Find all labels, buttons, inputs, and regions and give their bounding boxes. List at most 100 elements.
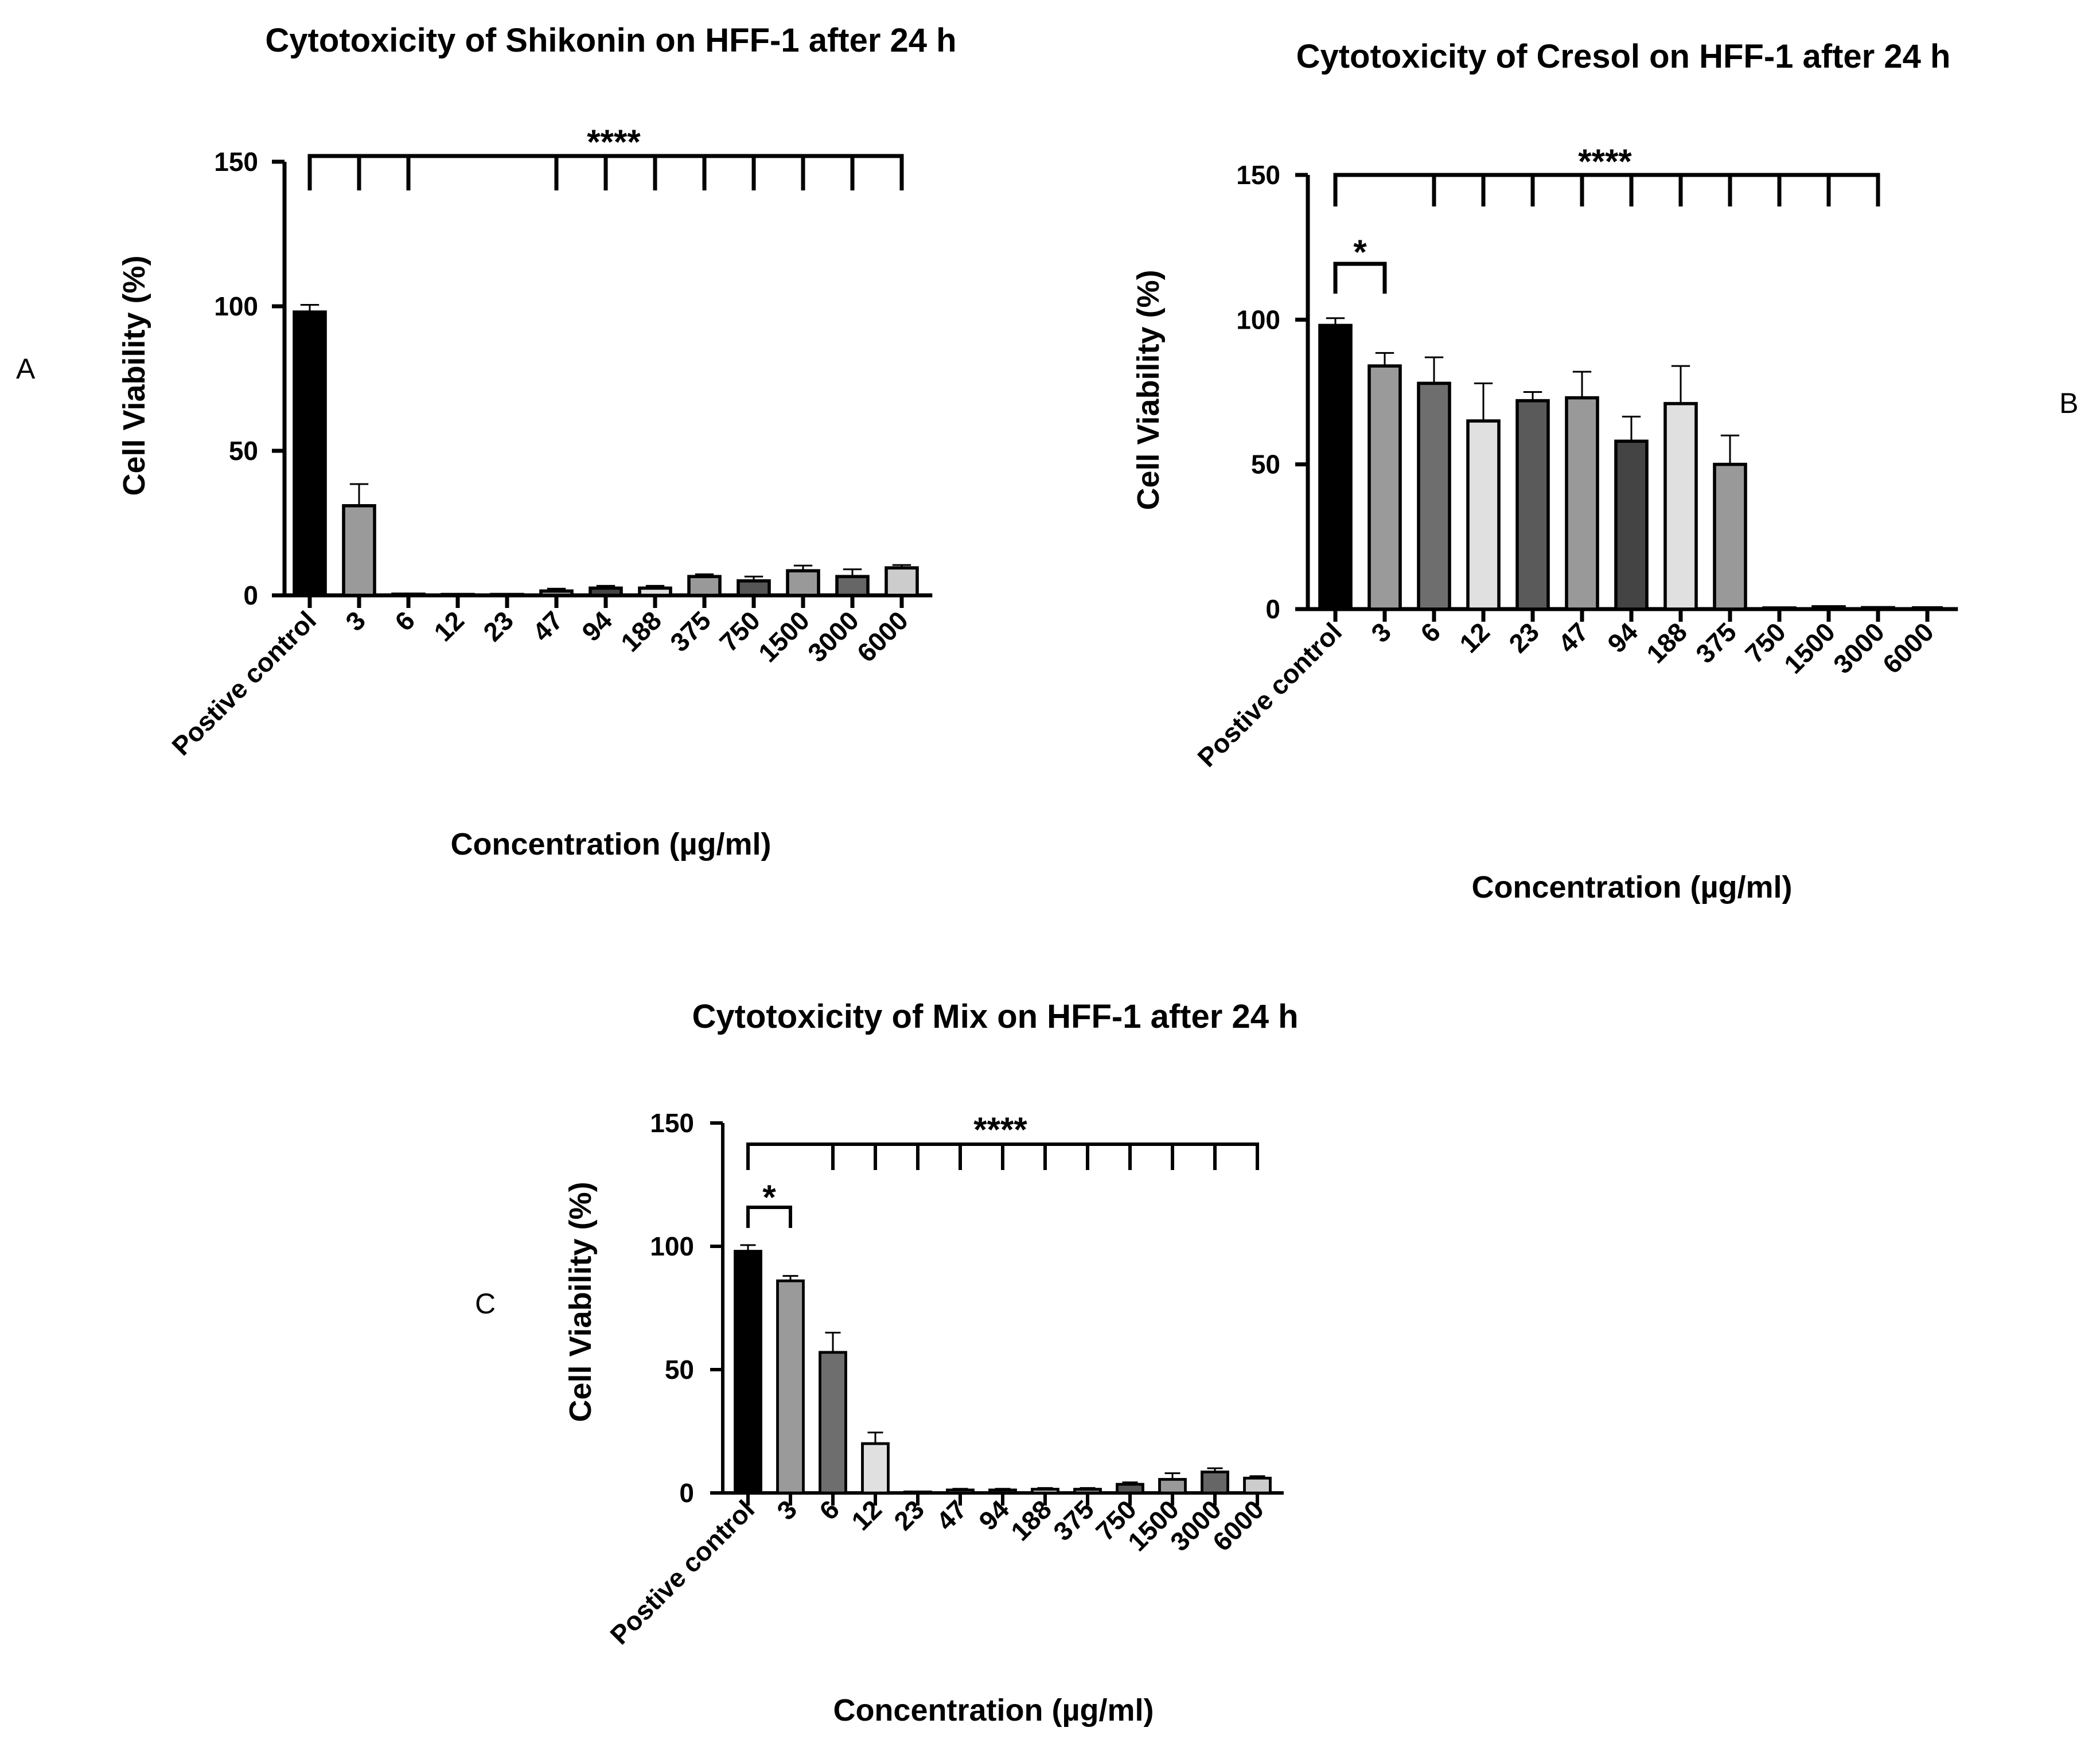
- panel-c: C Cytotoxicity of Mix on HFF-1 after 24 …: [475, 998, 1299, 1728]
- panel-b-bar-9: [1762, 606, 1797, 611]
- panel-c-bar-11: [1201, 1471, 1229, 1495]
- panel-b-x-tick-label-5: 47: [1552, 617, 1594, 658]
- panel-a-y-axis-label: Cell Viability (%): [117, 255, 151, 496]
- panel-c-x-tick-label-8: 375: [1047, 1494, 1100, 1546]
- panel-a-x-tick-label-10: 1500: [753, 605, 815, 668]
- panel-c-y-tick-label: 50: [665, 1355, 694, 1385]
- panel-b-x-tick-label-0: Postive control: [1191, 617, 1347, 773]
- panel-a-x-tick-label-1: 3: [340, 605, 371, 637]
- panel-b-x-tick-label-8: 375: [1690, 617, 1742, 669]
- panel-b-x-tick-label-7: 188: [1641, 617, 1693, 669]
- panel-a-x-tick-label-3: 12: [428, 605, 470, 647]
- panel-c-bar-6: [988, 1488, 1017, 1495]
- panel-b-bar-5: [1565, 396, 1599, 611]
- panel-a-y-tick-label: 150: [214, 147, 258, 177]
- panel-c-bar-5: [946, 1488, 975, 1495]
- panel-b-title: Cytotoxicity of Cresol on HFF-1 after 24…: [1296, 38, 1951, 75]
- panel-a-x-tick-label-12: 6000: [851, 605, 914, 668]
- panel-a: A Cytotoxicity of Shikonin on HFF-1 afte…: [16, 22, 957, 861]
- panel-c-x-tick-label-3: 12: [846, 1494, 887, 1536]
- panel-a-y-tick-label: 100: [214, 291, 258, 321]
- panel-a-sig-label-0: ****: [587, 123, 641, 161]
- panel-c-bar-10: [1158, 1477, 1187, 1495]
- panel-a-bar-4: [490, 592, 524, 597]
- panel-b-bar-0: [1318, 323, 1353, 611]
- panel-c-y-tick-label: 100: [650, 1231, 694, 1261]
- panel-b-y-tick-label: 150: [1236, 160, 1280, 190]
- panel-a-bar-9: [737, 579, 771, 597]
- panel-b-x-axis-label: Concentration (µg/ml): [1471, 870, 1792, 904]
- panel-a-x-axis-label: Concentration (µg/ml): [450, 827, 771, 861]
- panel-c-sig-label-0: *: [762, 1178, 776, 1216]
- panel-b-bar-6: [1614, 439, 1649, 611]
- panel-a-x-tick-label-5: 47: [527, 605, 568, 647]
- panel-b-x-tick-label-6: 94: [1602, 617, 1643, 658]
- panel-a-letter: A: [16, 353, 36, 385]
- panel-a-x-tick-label-0: Postive control: [166, 605, 322, 761]
- panel-b-sig-label-0: *: [1353, 233, 1367, 271]
- panel-c-y-tick-label: 150: [650, 1108, 694, 1138]
- panel-a-bar-10: [786, 569, 820, 597]
- panel-c-bar-4: [903, 1490, 932, 1495]
- panel-c-bar-2: [819, 1351, 847, 1495]
- panel-a-bar-8: [687, 575, 722, 597]
- panel-c-x-tick-label-1: 3: [771, 1494, 802, 1526]
- panel-c-bar-7: [1031, 1488, 1059, 1495]
- panel-a-bar-5: [539, 589, 574, 597]
- panel-a-x-tick-label-2: 6: [389, 605, 420, 637]
- panel-b-letter: B: [2059, 387, 2078, 419]
- panel-b-bar-1: [1367, 364, 1402, 611]
- panel-b-x-tick-label-3: 12: [1454, 617, 1495, 658]
- panel-b-bar-8: [1713, 462, 1747, 611]
- panel-c-sig-label-1: ****: [973, 1110, 1027, 1149]
- panel-b-x-tick-label-10: 1500: [1778, 617, 1841, 679]
- panel-b-bar-7: [1663, 401, 1698, 611]
- panel-a-x-tick-label-6: 94: [576, 605, 618, 647]
- panel-a-bar-12: [885, 566, 919, 597]
- panel-c-bar-8: [1073, 1488, 1102, 1495]
- panel-b-x-tick-label-2: 6: [1415, 617, 1446, 648]
- panel-a-y-tick-label: 0: [243, 580, 258, 610]
- panel-a-x-tick-label-11: 3000: [802, 605, 864, 668]
- panel-c-x-tick-label-5: 47: [930, 1494, 972, 1536]
- panel-b-bar-11: [1861, 606, 1895, 611]
- panel-c-bar-9: [1116, 1483, 1144, 1495]
- panel-a-bar-1: [342, 504, 376, 597]
- panel-b-y-axis-label: Cell Viability (%): [1131, 270, 1166, 510]
- panel-b-x-tick-label-12: 6000: [1877, 617, 1939, 679]
- panel-c-x-tick-label-2: 6: [813, 1494, 845, 1526]
- panel-c-x-tick-label-4: 23: [888, 1494, 930, 1536]
- panel-c-letter: C: [475, 1288, 496, 1320]
- panel-c-x-axis-label: Concentration (µg/ml): [833, 1693, 1154, 1728]
- panel-a-x-tick-label-4: 23: [477, 605, 519, 647]
- panel-c-x-tick-label-7: 188: [1005, 1494, 1057, 1546]
- panel-a-plot: 0 50 100 150 Postive control 3 6 12 23 47 94188375…: [166, 123, 933, 761]
- panel-a-bar-0: [293, 310, 327, 597]
- panel-c-y-axis-label: Cell Viability (%): [563, 1182, 598, 1422]
- panel-c-bar-3: [861, 1442, 890, 1495]
- panel-c-x-tick-label-0: Postive control: [604, 1494, 760, 1650]
- panel-c-y-tick-label: 0: [679, 1478, 694, 1508]
- panel-a-title: Cytotoxicity of Shikonin on HFF-1 after …: [265, 22, 956, 59]
- panel-b-x-tick-label-11: 3000: [1828, 617, 1890, 679]
- panel-b-bar-4: [1515, 399, 1550, 611]
- panel-a-bar-6: [589, 586, 623, 597]
- panel-a-bar-11: [835, 575, 870, 597]
- panel-b-plot: 0 50 100 150 Postive control 3 6 12 23 47 94188375…: [1191, 142, 1958, 773]
- panel-b-y-tick-label: 50: [1251, 450, 1280, 479]
- panel-a-y-tick-label: 50: [229, 436, 258, 466]
- panel-b: B Cytotoxicity of Cresol on HFF-1 after …: [1131, 38, 2078, 904]
- panel-a-x-tick-label-7: 188: [615, 605, 667, 657]
- panel-a-bar-2: [391, 592, 426, 597]
- panel-c-bar-0: [734, 1250, 762, 1495]
- panel-a-bar-3: [441, 592, 475, 597]
- panel-c-bar-1: [776, 1279, 805, 1495]
- panel-b-bar-10: [1811, 605, 1846, 611]
- panel-b-y-tick-label: 100: [1236, 305, 1280, 334]
- panel-a-bar-7: [638, 586, 672, 597]
- panel-b-bar-2: [1417, 381, 1451, 611]
- panel-b-y-tick-label: 0: [1265, 594, 1280, 624]
- panel-b-sig-label-1: ****: [1578, 142, 1632, 181]
